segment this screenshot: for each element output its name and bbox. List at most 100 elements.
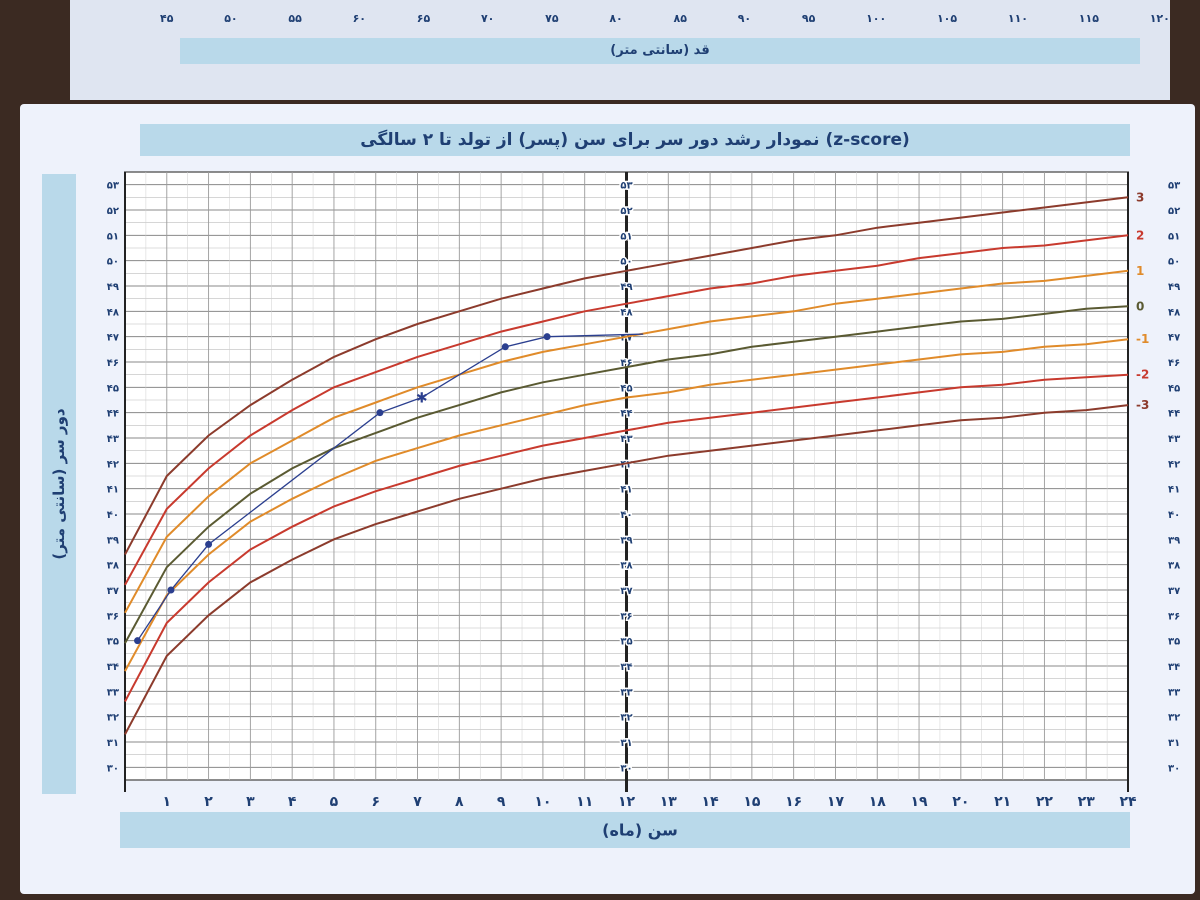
y-tick-label-left: ۳۰ xyxy=(107,763,119,774)
y-tick-label-left: ۳۲ xyxy=(107,713,119,724)
y-tick-label-right: ۳۶ xyxy=(1168,611,1180,622)
upper-x-tick: ۷۵ xyxy=(545,12,559,25)
zscore-label-1: 1 xyxy=(1136,264,1144,278)
y-tick-label-right: ۴۷ xyxy=(1168,333,1180,344)
y-tick-label-left: ۴۹ xyxy=(107,282,119,293)
x-tick-label: ۲ xyxy=(204,794,213,810)
y-tick-label-center: ۳۰ xyxy=(620,763,632,774)
y-tick-label-right: ۴۵ xyxy=(1168,383,1180,394)
x-tick-label: ۵ xyxy=(330,794,339,810)
y-tick-label-left: ۳۴ xyxy=(107,662,119,673)
y-tick-label-right: ۵۳ xyxy=(1168,181,1180,192)
y-tick-label-left: ۵۲ xyxy=(107,206,119,217)
y-tick-label-left: ۴۴ xyxy=(107,409,119,420)
zscore-label--3: -3 xyxy=(1136,398,1149,412)
y-tick-label-center: ۴۵ xyxy=(620,383,632,394)
upper-x-tick: ۱۲۰ xyxy=(1149,12,1170,25)
upper-x-tick: ۵۰ xyxy=(224,12,238,25)
x-tick-label: ۸ xyxy=(455,794,464,810)
x-tick-label: ۲۳ xyxy=(1078,794,1096,810)
y-tick-label-center: ۳۵ xyxy=(620,637,632,648)
y-tick-label-left: ۴۲ xyxy=(107,459,119,470)
y-tick-label-right: ۵۰ xyxy=(1168,257,1180,268)
zscore-curve-1 xyxy=(124,269,1129,614)
y-tick-label-right: ۵۱ xyxy=(1168,231,1180,242)
y-tick-label-left: ۴۱ xyxy=(107,485,119,496)
y-tick-label-right: ۳۹ xyxy=(1168,535,1180,546)
y-tick-label-left: ۵۰ xyxy=(107,257,119,268)
x-tick-label: ۲۲ xyxy=(1036,794,1054,810)
y-tick-label-right: ۳۸ xyxy=(1168,561,1180,572)
x-tick-label: ۱۷ xyxy=(827,794,845,810)
child-measurement-point xyxy=(501,343,509,351)
x-tick-label: ۱۲ xyxy=(618,794,636,810)
x-tick-label: ۱۶ xyxy=(785,794,802,810)
upper-x-tick: ۱۰۰ xyxy=(866,12,887,25)
upper-x-tick: ۸۰ xyxy=(609,12,623,25)
zscore-curve--3 xyxy=(124,404,1129,735)
y-tick-label-center: ۴۱ xyxy=(620,485,632,496)
y-tick-label-right: ۴۶ xyxy=(1168,358,1180,369)
y-tick-label-right: ۴۱ xyxy=(1168,485,1180,496)
y-tick-label-right: ۴۳ xyxy=(1168,434,1180,445)
y-tick-label-center: ۳۷ xyxy=(620,586,632,597)
y-tick-label-right: ۴۰ xyxy=(1168,510,1180,521)
y-tick-label-right: ۴۸ xyxy=(1168,307,1180,318)
zscore-curve-0 xyxy=(124,305,1129,644)
y-tick-label-center: ۴۰ xyxy=(620,510,632,521)
y-tick-label-center: ۴۹ xyxy=(620,282,632,293)
child-measurement-point xyxy=(167,586,175,594)
zscore-label-2: 2 xyxy=(1136,228,1144,242)
upper-x-ticks: ۴۵ ۵۰ ۵۵ ۶۰ ۶۵ ۷۰ ۷۵ ۸۰ ۸۵ ۹۰ ۹۵ ۱۰۰ ۱۰۵ ۱۱۰ ۱۱۵ ۱۲۰ xyxy=(160,12,1170,26)
upper-chart-strip: ۴۵ ۵۰ ۵۵ ۶۰ ۶۵ ۷۰ ۷۵ ۸۰ ۸۵ ۹۰ ۹۵ ۱۰۰ ۱۰۵ ۱۱۰ ۱۱۵ ۱۲۰ قد… xyxy=(70,0,1170,100)
zscore-label--1: -1 xyxy=(1136,332,1149,346)
y-tick-label-center: ۴۲ xyxy=(620,459,632,470)
zscore-curve-2 xyxy=(124,234,1129,586)
y-tick-label-left: ۳۵ xyxy=(107,637,119,648)
y-tick-label-right: ۵۲ xyxy=(1168,206,1180,217)
zscore-label-0: 0 xyxy=(1136,299,1144,313)
x-tick-label: ۱۴ xyxy=(702,794,720,810)
y-tick-label-center: ۵۱ xyxy=(620,231,632,242)
y-tick-label-left: ۴۳ xyxy=(107,434,119,445)
x-tick-label: ۱۵ xyxy=(743,794,761,810)
y-tick-label-right: ۳۰ xyxy=(1168,763,1180,774)
upper-axis-label: قد (سانتی متر) xyxy=(180,38,1140,64)
upper-x-tick: ۹۰ xyxy=(737,12,752,25)
y-tick-label-left: ۴۶ xyxy=(107,358,119,369)
y-tick-label-right: ۳۷ xyxy=(1168,586,1180,597)
y-tick-label-center: ۳۶ xyxy=(620,611,632,622)
zscore-curve--2 xyxy=(124,373,1129,702)
y-tick-label-center: ۳۸ xyxy=(620,561,632,572)
y-tick-label-center: ۴۳ xyxy=(620,434,632,445)
x-tick-label: ۷ xyxy=(413,794,422,810)
y-tick-label-left: ۳۹ xyxy=(107,535,119,546)
y-tick-label-center: ۵۲ xyxy=(620,206,632,217)
upper-x-tick: ۶۵ xyxy=(416,12,431,25)
x-tick-label: ۲۰ xyxy=(952,794,969,810)
y-axis-band xyxy=(42,174,76,794)
y-tick-label-left: ۳۳ xyxy=(107,687,119,698)
y-tick-label-center: ۳۳ xyxy=(620,687,632,698)
x-axis-label: سن (ماه) xyxy=(602,820,678,840)
y-tick-label-left: ۴۷ xyxy=(107,333,119,344)
upper-x-tick: ۱۱۵ xyxy=(1078,12,1099,25)
child-measurement-line xyxy=(136,333,644,642)
y-tick-label-left: ۴۰ xyxy=(107,510,119,521)
x-tick-label: ۱۱ xyxy=(576,794,593,810)
child-measurement-point xyxy=(543,333,551,341)
upper-x-tick: ۷۰ xyxy=(480,12,495,25)
upper-x-tick: ۵۵ xyxy=(288,12,302,25)
x-tick-label: ۱۳ xyxy=(660,794,678,810)
x-tick-label: ۱۰ xyxy=(534,794,551,810)
y-tick-label-center: ۵۳ xyxy=(620,181,632,192)
upper-x-tick: ۸۵ xyxy=(673,12,687,25)
x-tick-label: ۳ xyxy=(246,794,255,810)
x-tick-label: ۱ xyxy=(163,794,172,810)
y-tick-label-left: ۴۸ xyxy=(107,307,119,318)
y-tick-label-center: ۳۱ xyxy=(620,738,632,749)
x-axis-band xyxy=(120,812,1130,848)
upper-x-tick: ۱۱۰ xyxy=(1007,12,1029,25)
y-tick-label-right: ۳۵ xyxy=(1168,637,1180,648)
